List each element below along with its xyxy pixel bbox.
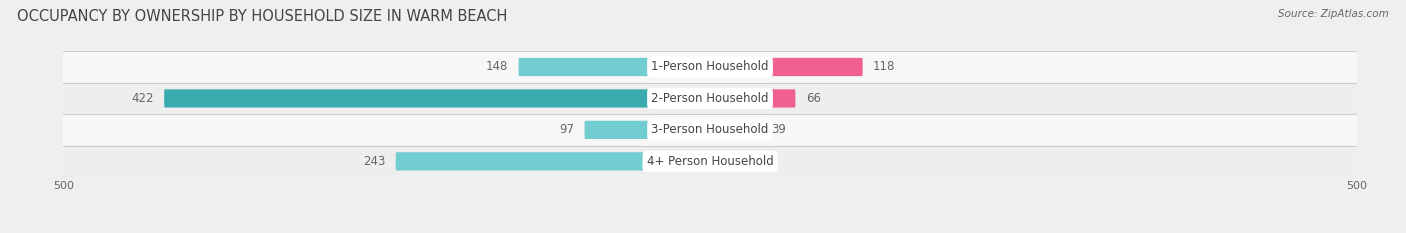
FancyBboxPatch shape [63,114,1357,146]
Text: Source: ZipAtlas.com: Source: ZipAtlas.com [1278,9,1389,19]
Text: 148: 148 [486,61,508,73]
Text: 243: 243 [363,155,385,168]
FancyBboxPatch shape [710,121,761,139]
FancyBboxPatch shape [63,146,1357,177]
FancyBboxPatch shape [165,89,710,108]
Text: 118: 118 [873,61,896,73]
FancyBboxPatch shape [519,58,710,76]
FancyBboxPatch shape [710,58,863,76]
FancyBboxPatch shape [585,121,710,139]
Text: 3-Person Household: 3-Person Household [651,123,769,136]
Text: OCCUPANCY BY OWNERSHIP BY HOUSEHOLD SIZE IN WARM BEACH: OCCUPANCY BY OWNERSHIP BY HOUSEHOLD SIZE… [17,9,508,24]
Text: 1-Person Household: 1-Person Household [651,61,769,73]
Text: 422: 422 [131,92,153,105]
FancyBboxPatch shape [63,83,1357,114]
Text: 4+ Person Household: 4+ Person Household [647,155,773,168]
FancyBboxPatch shape [710,89,796,108]
Text: 2-Person Household: 2-Person Household [651,92,769,105]
Text: 66: 66 [806,92,821,105]
Text: 39: 39 [770,123,786,136]
Text: 28: 28 [756,155,772,168]
FancyBboxPatch shape [710,152,747,171]
FancyBboxPatch shape [395,152,710,171]
FancyBboxPatch shape [63,51,1357,83]
Text: 97: 97 [560,123,574,136]
